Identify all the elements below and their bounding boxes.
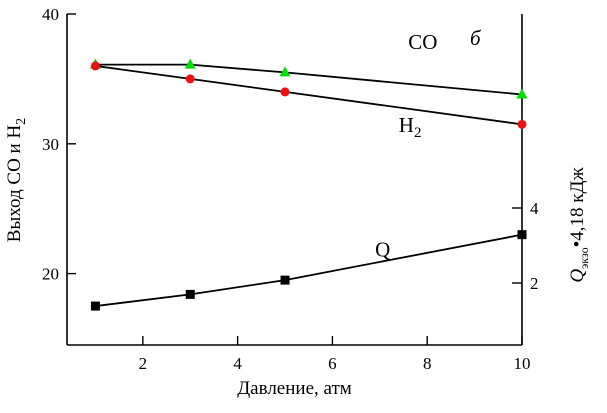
data-point-co xyxy=(279,66,291,77)
y2-tick-label: 4 xyxy=(530,199,539,218)
data-point-co xyxy=(516,88,528,99)
series-line-h2 xyxy=(95,65,523,126)
y-axis-title-sub: 2 xyxy=(14,118,29,125)
y-axis-title: Выход CO и H2 xyxy=(4,118,29,242)
series-label-main: Q xyxy=(375,238,390,262)
series-label-sub: 2 xyxy=(414,125,422,141)
data-point-h2 xyxy=(517,119,527,129)
data-point-co xyxy=(184,58,196,69)
x-axis-title: Давление, атм xyxy=(237,378,352,399)
y2-axis-title-rest: •4,18 кДж xyxy=(567,167,588,248)
x-tick-label: 10 xyxy=(514,354,531,373)
series-line-q xyxy=(95,233,523,307)
y-tick-label: 20 xyxy=(42,265,59,284)
x-tick-label: 4 xyxy=(233,354,242,373)
y2-tick-label: 2 xyxy=(530,274,539,293)
panel-label: б xyxy=(470,26,482,50)
y-tick-label: 30 xyxy=(42,135,59,154)
x-tick-label: 6 xyxy=(328,354,337,373)
series-label-q: Q xyxy=(375,238,390,262)
chart-marks xyxy=(89,58,528,311)
y2-axis-title-q: Q xyxy=(567,269,588,283)
series-label-h2: H2 xyxy=(399,113,422,141)
data-point-h2 xyxy=(185,74,195,84)
data-point-q xyxy=(90,301,100,311)
x-tick-label: 8 xyxy=(423,354,432,373)
y-axis-title-main: Выход CO и H xyxy=(4,125,25,243)
y2-axis-title-sub: экзо xyxy=(577,247,591,269)
series-label-co: CO xyxy=(408,30,437,54)
data-point-q xyxy=(517,230,527,240)
series-line-co xyxy=(95,63,523,96)
series-label-main: CO xyxy=(408,30,437,54)
series-label-main: H xyxy=(399,113,414,137)
data-point-q xyxy=(185,289,195,299)
data-point-q xyxy=(280,275,290,285)
chart-axes: 2 4 6 8 10 20 30 40 2 4 xyxy=(42,5,539,373)
x-tick-label: 2 xyxy=(139,354,148,373)
data-point-h2 xyxy=(90,61,100,71)
y2-axis-title: Qэкзо•4,18 кДж xyxy=(567,167,591,283)
data-point-h2 xyxy=(280,87,290,97)
y-tick-label: 40 xyxy=(42,5,59,24)
